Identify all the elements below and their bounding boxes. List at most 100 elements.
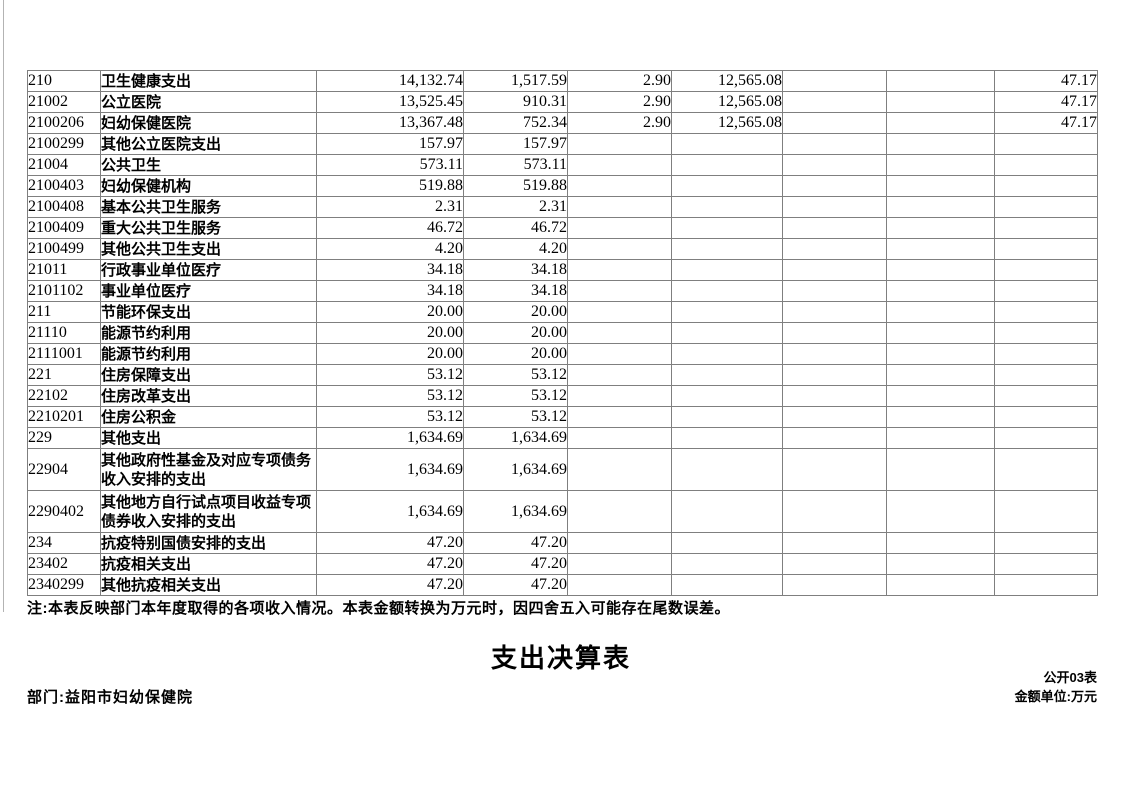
cell-value: 13,525.45 <box>316 91 464 113</box>
cell-value: 157.97 <box>463 133 568 155</box>
cell-code: 229 <box>27 427 101 449</box>
cell-value: 34.18 <box>463 280 568 302</box>
cell-value: 4.20 <box>463 238 568 260</box>
cell-value <box>886 553 995 575</box>
cell-value <box>886 343 995 365</box>
cell-value: 47.20 <box>316 574 464 596</box>
page-edge-line <box>3 0 4 612</box>
cell-value: 47.17 <box>994 91 1098 113</box>
cell-value: 53.12 <box>463 406 568 428</box>
cell-value: 519.88 <box>316 175 464 197</box>
cell-value <box>671 259 783 281</box>
form-code-label: 公开03表 <box>1043 670 1097 685</box>
cell-code: 2100408 <box>27 196 101 218</box>
cell-value <box>782 532 887 554</box>
cell-name: 能源节约利用 <box>100 322 317 344</box>
page-title: 支出决算表 <box>490 643 631 673</box>
table-row: 2100206 妇幼保健医院 13,367.48 752.34 2.90 12,565.0… <box>27 112 1098 134</box>
cell-value: 1,634.69 <box>463 448 568 491</box>
cell-value: 1,634.69 <box>463 490 568 533</box>
table-row: 2100299 其他公立医院支出 157.97 157.97 <box>27 133 1098 155</box>
table-row: 229 其他支出 1,634.69 1,634.69 <box>27 427 1098 449</box>
table-row: 2100408 基本公共卫生服务 2.31 2.31 <box>27 196 1098 218</box>
cell-value: 14,132.74 <box>316 70 464 92</box>
cell-value <box>782 385 887 407</box>
cell-value: 573.11 <box>463 154 568 176</box>
cell-code: 21011 <box>27 259 101 281</box>
cell-name: 妇幼保健机构 <box>100 175 317 197</box>
cell-value <box>567 301 672 323</box>
cell-value <box>671 301 783 323</box>
cell-name: 其他政府性基金及对应专项债务收入安排的支出 <box>100 448 317 491</box>
cell-value <box>671 133 783 155</box>
department-label: 部门:益阳市妇幼保健院 <box>27 689 193 706</box>
cell-value: 20.00 <box>316 322 464 344</box>
cell-code: 2100409 <box>27 217 101 239</box>
cell-value <box>994 322 1098 344</box>
cell-value: 47.20 <box>316 532 464 554</box>
cell-name: 公立医院 <box>100 91 317 113</box>
cell-value <box>994 385 1098 407</box>
cell-value: 1,517.59 <box>463 70 568 92</box>
table-footnote: 注:本表反映部门本年度取得的各项收入情况。本表金额转换为万元时，因四舍五入可能存… <box>27 600 730 617</box>
cell-value <box>567 175 672 197</box>
cell-value <box>782 112 887 134</box>
cell-value <box>994 574 1098 596</box>
cell-value <box>671 280 783 302</box>
cell-value: 2.90 <box>567 112 672 134</box>
cell-value <box>567 448 672 491</box>
cell-value <box>782 301 887 323</box>
cell-value <box>671 343 783 365</box>
cell-value <box>782 217 887 239</box>
cell-value <box>782 574 887 596</box>
cell-value <box>671 532 783 554</box>
table-row: 21110 能源节约利用 20.00 20.00 <box>27 322 1098 344</box>
table-row: 221 住房保障支出 53.12 53.12 <box>27 364 1098 386</box>
cell-name: 住房改革支出 <box>100 385 317 407</box>
table-row: 23402 抗疫相关支出 47.20 47.20 <box>27 553 1098 575</box>
cell-value: 20.00 <box>463 301 568 323</box>
cell-name: 住房保障支出 <box>100 364 317 386</box>
cell-value <box>994 448 1098 491</box>
cell-code: 211 <box>27 301 101 323</box>
cell-value: 752.34 <box>463 112 568 134</box>
cell-value <box>782 322 887 344</box>
cell-value <box>782 406 887 428</box>
cell-value: 2.31 <box>463 196 568 218</box>
cell-value: 20.00 <box>316 301 464 323</box>
cell-value <box>567 427 672 449</box>
cell-value <box>782 448 887 491</box>
cell-value <box>567 322 672 344</box>
table-row: 2100403 妇幼保健机构 519.88 519.88 <box>27 175 1098 197</box>
cell-value <box>567 406 672 428</box>
table-row: 21004 公共卫生 573.11 573.11 <box>27 154 1098 176</box>
table-row: 2100499 其他公共卫生支出 4.20 4.20 <box>27 238 1098 260</box>
cell-name: 抗疫特别国债安排的支出 <box>100 532 317 554</box>
cell-name: 其他支出 <box>100 427 317 449</box>
table-row: 2210201 住房公积金 53.12 53.12 <box>27 406 1098 428</box>
cell-value <box>886 532 995 554</box>
cell-value <box>886 406 995 428</box>
cell-value: 13,367.48 <box>316 112 464 134</box>
cell-value <box>782 70 887 92</box>
cell-value: 12,565.08 <box>671 91 783 113</box>
cell-value <box>782 490 887 533</box>
table-row: 2100409 重大公共卫生服务 46.72 46.72 <box>27 217 1098 239</box>
cell-value <box>886 427 995 449</box>
cell-value: 157.97 <box>316 133 464 155</box>
cell-value: 4.20 <box>316 238 464 260</box>
cell-value: 47.20 <box>316 553 464 575</box>
cell-code: 2290402 <box>27 490 101 533</box>
cell-value <box>886 259 995 281</box>
cell-value <box>671 322 783 344</box>
cell-value <box>782 280 887 302</box>
cell-value: 2.90 <box>567 91 672 113</box>
cell-value <box>671 217 783 239</box>
cell-code: 23402 <box>27 553 101 575</box>
cell-value <box>886 238 995 260</box>
cell-value <box>994 175 1098 197</box>
cell-value <box>886 133 995 155</box>
cell-code: 2100206 <box>27 112 101 134</box>
cell-value <box>567 364 672 386</box>
